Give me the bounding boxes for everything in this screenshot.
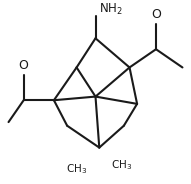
Text: O: O <box>151 8 161 21</box>
Text: CH$_3$: CH$_3$ <box>66 162 87 176</box>
Text: O: O <box>19 59 29 72</box>
Text: NH$_2$: NH$_2$ <box>99 2 123 17</box>
Text: CH$_3$: CH$_3$ <box>111 158 133 172</box>
